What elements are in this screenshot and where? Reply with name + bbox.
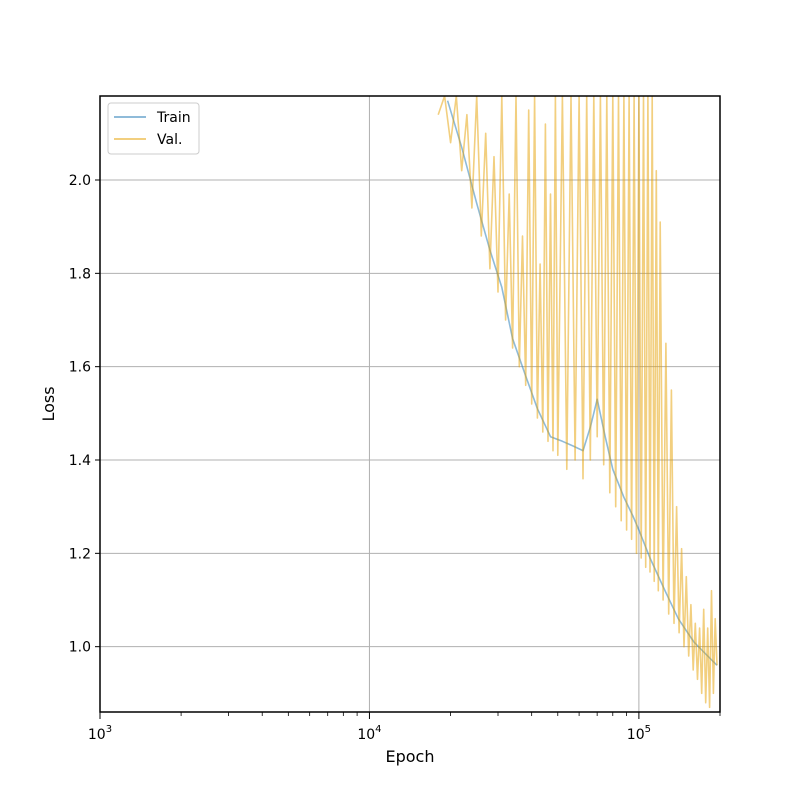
y-tick-label: 1.8: [69, 266, 91, 282]
x-axis-label: Epoch: [386, 747, 435, 766]
series-group: [437, 96, 718, 709]
legend: Train Val.: [107, 102, 200, 155]
legend-label-train: Train: [156, 110, 191, 126]
y-tick-label: 1.2: [69, 546, 91, 562]
series-line-val: [437, 96, 718, 709]
x-axis-ticks: 103 104 105: [88, 712, 721, 743]
y-axis-ticks: 1.0 1.2 1.4 1.6 1.8 2.0: [69, 173, 100, 656]
y-tick-label: 1.6: [69, 360, 91, 376]
plot-frame: [99, 95, 721, 713]
y-tick-label: 2.0: [69, 173, 91, 189]
y-tick-label: 1.4: [69, 453, 91, 469]
y-axis-label: Loss: [39, 386, 58, 421]
legend-box: [107, 102, 200, 155]
x-tick-label: 105: [627, 724, 651, 743]
x-tick-label: 103: [88, 724, 112, 743]
y-tick-label: 1.0: [69, 640, 91, 656]
legend-label-val: Val.: [157, 132, 182, 148]
x-tick-label: 104: [357, 724, 381, 743]
